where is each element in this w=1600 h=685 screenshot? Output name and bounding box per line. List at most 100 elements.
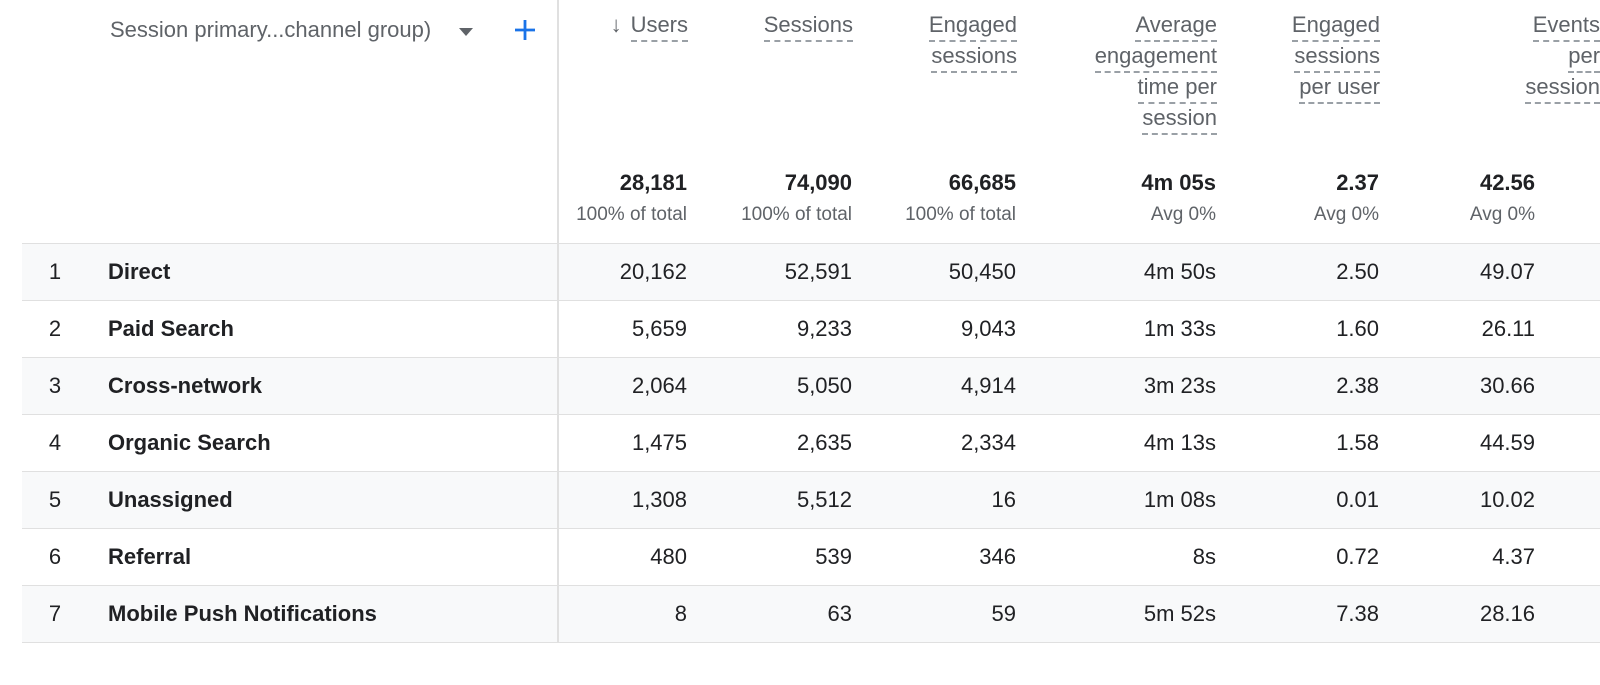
column-label: Engaged xyxy=(1291,13,1381,42)
metric-engaged-sessions-per-user: 2.38 xyxy=(1336,372,1380,398)
metric-average-engagement-time: 4m 50s xyxy=(1143,258,1217,284)
row-number: 6 xyxy=(48,543,62,569)
column-header-events-per-session[interactable]: Events per session xyxy=(1380,0,1600,155)
metric-events-per-session: 4.37 xyxy=(1492,543,1536,569)
metric-engaged-sessions: 59 xyxy=(991,600,1017,626)
totals-blank-cell xyxy=(22,155,560,243)
metric-sessions: 5,050 xyxy=(796,372,853,398)
metric-events-per-session: 26.11 xyxy=(1481,315,1536,341)
row-number: 7 xyxy=(48,600,62,626)
table-row: 3 Cross-network 2,064 5,050 4,914 3m 23s… xyxy=(22,357,1600,414)
column-label: sessions xyxy=(1294,44,1381,73)
column-label: session xyxy=(1525,75,1600,104)
metric-engaged-sessions-per-user: 1.60 xyxy=(1336,315,1380,341)
table-body: 1 Direct 20,162 52,591 50,450 4m 50s 2.5… xyxy=(22,243,1600,642)
metric-engaged-sessions: 2,334 xyxy=(960,429,1017,455)
metric-events-per-session: 10.02 xyxy=(1479,486,1536,512)
column-label: Engaged xyxy=(928,13,1018,42)
chevron-down-icon xyxy=(459,27,474,36)
metric-sessions: 2,635 xyxy=(796,429,853,455)
column-label: Average xyxy=(1135,13,1218,42)
channel-name: Direct xyxy=(88,243,560,300)
plus-icon xyxy=(515,20,536,40)
table-row: 1 Direct 20,162 52,591 50,450 4m 50s 2.5… xyxy=(22,243,1600,300)
totals-engaged-sessions: 66,685 100% of total xyxy=(853,155,1018,243)
row-number: 5 xyxy=(48,486,62,512)
column-label: Sessions xyxy=(763,13,854,42)
sort-descending-icon: ↓ xyxy=(610,12,622,37)
dimension-header-cell: Session primary...channel group) xyxy=(22,0,560,155)
total-sub-label: 100% of total xyxy=(741,204,853,225)
channel-group-table: Session primary...channel group) ↓ Users … xyxy=(22,0,1600,643)
add-dimension-button[interactable] xyxy=(511,16,539,44)
table-header: Session primary...channel group) ↓ Users … xyxy=(22,0,1600,243)
totals-engaged-sessions-per-user: 2.37 Avg 0% xyxy=(1217,155,1381,243)
metric-average-engagement-time: 1m 33s xyxy=(1143,315,1217,341)
metric-engaged-sessions: 346 xyxy=(979,543,1017,569)
total-sub-label: Avg 0% xyxy=(1469,204,1536,225)
total-sub-label: 100% of total xyxy=(905,204,1017,225)
metric-events-per-session: 44.59 xyxy=(1479,429,1536,455)
metric-sessions: 63 xyxy=(827,600,853,626)
metric-users: 1,475 xyxy=(631,429,688,455)
row-number: 4 xyxy=(48,429,62,455)
table-row: 2 Paid Search 5,659 9,233 9,043 1m 33s 1… xyxy=(22,300,1600,357)
column-label: engagement xyxy=(1094,44,1218,73)
row-number: 2 xyxy=(48,315,62,341)
column-header-users[interactable]: ↓ Users xyxy=(558,0,689,155)
channel-name: Organic Search xyxy=(88,414,560,471)
metric-sessions: 9,233 xyxy=(796,315,853,341)
row-number: 1 xyxy=(48,258,62,284)
total-sub-label: 100% of total xyxy=(576,204,688,225)
total-value: 28,181 xyxy=(619,170,688,195)
total-value: 66,685 xyxy=(948,170,1017,195)
table-row: 4 Organic Search 1,475 2,635 2,334 4m 13… xyxy=(22,414,1600,471)
metric-users: 20,162 xyxy=(619,258,688,284)
dimension-label: Session primary...channel group) xyxy=(110,17,432,42)
metric-engaged-sessions-per-user: 1.58 xyxy=(1336,429,1380,455)
metric-sessions: 52,591 xyxy=(784,258,853,284)
totals-users: 28,181 100% of total xyxy=(558,155,689,243)
metric-average-engagement-time: 3m 23s xyxy=(1143,372,1217,398)
column-label: session xyxy=(1142,106,1218,135)
row-number: 3 xyxy=(48,372,62,398)
metric-engaged-sessions-per-user: 0.72 xyxy=(1336,543,1380,569)
channel-name: Paid Search xyxy=(88,300,560,357)
metric-engaged-sessions: 50,450 xyxy=(948,258,1017,284)
column-label: Events xyxy=(1532,13,1600,42)
total-value: 42.56 xyxy=(1479,170,1536,195)
metric-users: 8 xyxy=(674,600,688,626)
column-label: per xyxy=(1568,44,1600,73)
channel-name: Mobile Push Notifications xyxy=(88,585,560,642)
metric-average-engagement-time: 8s xyxy=(1192,543,1217,569)
column-header-sessions[interactable]: Sessions xyxy=(688,0,854,155)
channel-name: Referral xyxy=(88,528,560,585)
metric-users: 2,064 xyxy=(631,372,688,398)
totals-average-engagement-time: 4m 05s Avg 0% xyxy=(1017,155,1218,243)
table-row: 6 Referral 480 539 346 8s 0.72 4.37 xyxy=(22,528,1600,585)
metric-events-per-session: 30.66 xyxy=(1479,372,1536,398)
metric-users: 1,308 xyxy=(631,486,688,512)
column-label: sessions xyxy=(931,44,1018,73)
total-value: 2.37 xyxy=(1336,170,1380,195)
column-header-engaged-sessions[interactable]: Engaged sessions xyxy=(853,0,1018,155)
metric-engaged-sessions-per-user: 2.50 xyxy=(1336,258,1380,284)
totals-row: 28,181 100% of total 74,090 100% of tota… xyxy=(22,155,1600,243)
metric-average-engagement-time: 1m 08s xyxy=(1143,486,1217,512)
table-row: 7 Mobile Push Notifications 8 63 59 5m 5… xyxy=(22,585,1600,642)
totals-events-per-session: 42.56 Avg 0% xyxy=(1380,155,1600,243)
total-value: 4m 05s xyxy=(1141,170,1217,195)
metric-users: 480 xyxy=(650,543,688,569)
metric-engaged-sessions-per-user: 7.38 xyxy=(1336,600,1380,626)
dimension-selector[interactable]: Session primary...channel group) xyxy=(110,16,474,44)
column-header-average-engagement-time[interactable]: Average engagement time per session xyxy=(1017,0,1218,155)
metric-average-engagement-time: 4m 13s xyxy=(1143,429,1217,455)
table-row: 5 Unassigned 1,308 5,512 16 1m 08s 0.01 … xyxy=(22,471,1600,528)
total-sub-label: Avg 0% xyxy=(1313,204,1380,225)
metric-events-per-session: 49.07 xyxy=(1479,258,1536,284)
metric-sessions: 539 xyxy=(815,543,853,569)
metric-engaged-sessions-per-user: 0.01 xyxy=(1336,486,1380,512)
channel-name: Unassigned xyxy=(88,471,560,528)
metric-engaged-sessions: 4,914 xyxy=(960,372,1017,398)
column-header-engaged-sessions-per-user[interactable]: Engaged sessions per user xyxy=(1217,0,1381,155)
